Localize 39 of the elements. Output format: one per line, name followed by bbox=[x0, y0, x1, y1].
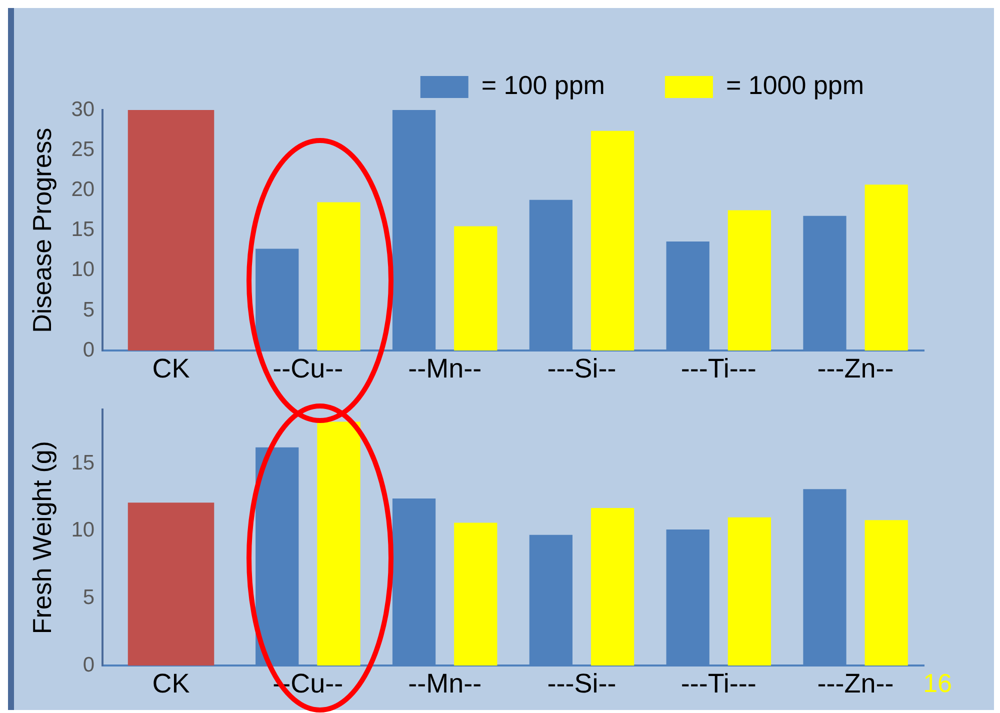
x-tick-label: CK bbox=[152, 668, 190, 698]
x-tick-label: CK bbox=[152, 353, 190, 384]
bar bbox=[728, 517, 772, 666]
bar bbox=[590, 508, 634, 666]
x-tick-label: ---Si-- bbox=[547, 668, 616, 698]
y-axis-title: Fresh Weight (g) bbox=[26, 441, 57, 634]
bar bbox=[128, 502, 214, 666]
y-tick-label: 0 bbox=[82, 338, 95, 362]
x-tick-label: --Mn-- bbox=[408, 668, 482, 698]
text: 16 bbox=[923, 668, 952, 698]
y-tick-label: 10 bbox=[71, 518, 95, 542]
y-tick-label: 15 bbox=[71, 451, 95, 474]
bar bbox=[864, 520, 908, 666]
bar bbox=[317, 202, 360, 351]
x-tick-label: ---Si-- bbox=[547, 353, 616, 384]
x-tick-label: ---Ti--- bbox=[680, 353, 756, 384]
bar bbox=[128, 110, 214, 351]
y-tick-label: 25 bbox=[71, 138, 95, 161]
bar bbox=[454, 522, 498, 666]
x-tick-label: --Mn-- bbox=[408, 353, 482, 384]
bar bbox=[590, 130, 634, 351]
y-tick-label: 0 bbox=[82, 653, 95, 676]
bar bbox=[728, 210, 772, 351]
x-tick-label: ---Zn-- bbox=[817, 353, 894, 384]
y-tick-label: 10 bbox=[71, 258, 95, 282]
legend-label: = 1000 ppm bbox=[726, 70, 864, 100]
y-tick-label: 20 bbox=[71, 178, 95, 201]
bar bbox=[864, 184, 908, 351]
y-tick-label: 15 bbox=[71, 218, 95, 242]
bar bbox=[454, 226, 498, 351]
legend-label: = 100 ppm bbox=[481, 70, 605, 100]
x-tick-label: ---Zn-- bbox=[817, 668, 894, 698]
y-tick-label: 5 bbox=[82, 298, 95, 322]
bar bbox=[317, 422, 360, 666]
y-tick-label: 5 bbox=[82, 586, 95, 610]
y-tick-label: 30 bbox=[71, 98, 95, 121]
x-tick-label: ---Ti--- bbox=[680, 668, 756, 698]
y-axis-title: Disease Progress bbox=[26, 128, 57, 333]
x-tick-label: --Cu-- bbox=[272, 353, 344, 384]
